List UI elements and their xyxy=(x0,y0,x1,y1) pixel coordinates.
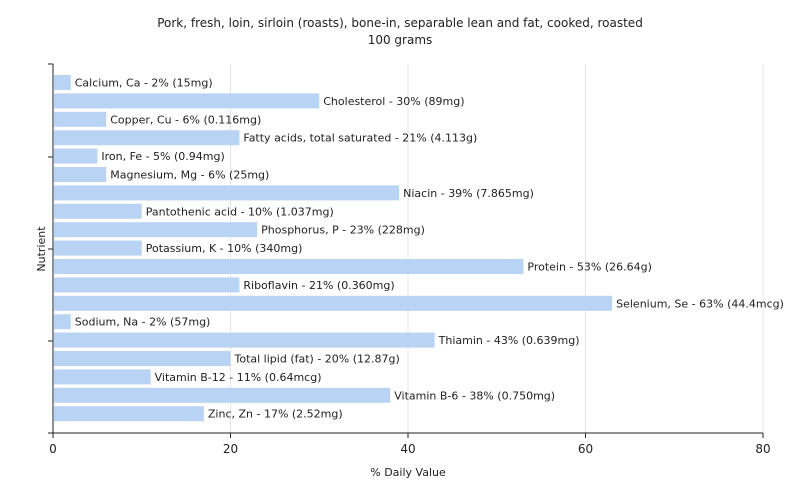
bar-label-16: Vitamin B-12 - 11% (0.64mcg) xyxy=(155,371,322,384)
x-axis-label: % Daily Value xyxy=(370,466,446,479)
bar-label-14: Thiamin - 43% (0.639mg) xyxy=(438,334,580,347)
x-axis-ticks: 0 20 40 60 80 xyxy=(48,63,771,456)
bar-label-9: Potassium, K - 10% (340mg) xyxy=(146,242,303,255)
bar-6 xyxy=(54,185,400,201)
bar-0 xyxy=(54,75,71,90)
bar-label-12: Selenium, Se - 63% (44.4mcg) xyxy=(616,297,784,310)
bar-14 xyxy=(54,332,435,348)
bar-12 xyxy=(54,295,613,311)
bar-7 xyxy=(54,203,142,219)
bar-18 xyxy=(54,406,204,422)
bar-label-17: Vitamin B-6 - 38% (0.750mg) xyxy=(394,389,555,402)
bar-15 xyxy=(54,351,231,366)
bar-label-0: Calcium, Ca - 2% (15mg) xyxy=(75,77,213,90)
bar-13 xyxy=(54,314,71,330)
bar-8 xyxy=(54,222,258,238)
bar-label-18: Zinc, Zn - 17% (2.52mg) xyxy=(208,408,343,421)
bar-17 xyxy=(54,387,391,403)
y-axis-label: Nutrient xyxy=(35,226,48,272)
bar-label-10: Protein - 53% (26.64g) xyxy=(527,261,652,274)
bar-label-13: Sodium, Na - 2% (57mg) xyxy=(75,316,211,329)
bar-11 xyxy=(54,277,240,293)
x-tick-label-1: 20 xyxy=(223,442,238,456)
x-tick-label-3: 60 xyxy=(578,442,593,456)
x-tick-label-0: 0 xyxy=(49,442,57,456)
grid-lines xyxy=(230,64,764,433)
x-tick-label-2: 40 xyxy=(400,442,415,456)
bar-label-5: Magnesium, Mg - 6% (25mg) xyxy=(110,169,269,182)
bar-5 xyxy=(54,167,107,182)
bar-3 xyxy=(54,130,240,146)
bar-9 xyxy=(54,240,142,256)
bar-4 xyxy=(54,148,98,164)
chart-title: Pork, fresh, loin, sirloin (roasts), bon… xyxy=(157,16,643,30)
x-tick-label-4: 80 xyxy=(755,442,770,456)
bar-label-4: Iron, Fe - 5% (0.94mg) xyxy=(101,150,224,163)
bar-label-7: Pantothenic acid - 10% (1.037mg) xyxy=(146,205,334,218)
bar-label-11: Riboflavin - 21% (0.360mg) xyxy=(243,279,394,292)
chart-subtitle: 100 grams xyxy=(368,33,433,47)
bar-label-1: Cholesterol - 30% (89mg) xyxy=(323,95,464,108)
bar-label-15: Total lipid (fat) - 20% (12.87g) xyxy=(234,353,400,366)
bar-label-2: Copper, Cu - 6% (0.116mg) xyxy=(110,113,261,126)
bar-2 xyxy=(54,111,107,127)
bar-label-6: Niacin - 39% (7.865mg) xyxy=(403,187,534,200)
bars: Calcium, Ca - 2% (15mg) Cholesterol - 30%… xyxy=(54,75,784,422)
bar-10 xyxy=(54,259,524,274)
bar-16 xyxy=(54,369,151,385)
bar-1 xyxy=(54,93,320,109)
bar-label-3: Fatty acids, total saturated - 21% (4.11… xyxy=(243,132,477,145)
bar-label-8: Phosphorus, P - 23% (228mg) xyxy=(261,224,425,237)
